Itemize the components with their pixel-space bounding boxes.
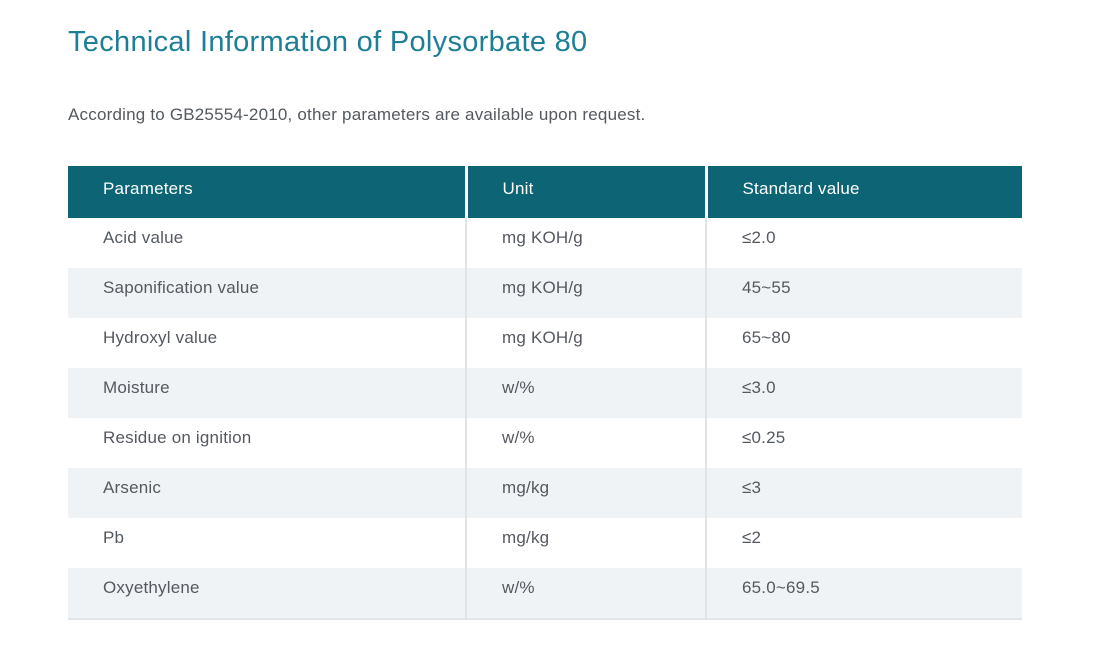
- cell-parameter: Hydroxyl value: [68, 317, 467, 368]
- cell-parameter: Pb: [68, 517, 467, 568]
- cell-unit: mg/kg: [466, 467, 707, 518]
- cell-standard-value: 65~80: [742, 327, 791, 347]
- table-row: Moisture w/% ≤3.0: [68, 367, 1022, 418]
- page-subtitle: According to GB25554-2010, other paramet…: [68, 105, 646, 125]
- technical-spec-table: Parameters Unit Standard value Acid valu…: [68, 165, 1022, 620]
- cell-parameter: Saponification value: [68, 267, 467, 318]
- table-row: Arsenic mg/kg ≤3: [68, 467, 1022, 518]
- table-row: Residue on ignition w/% ≤0.25: [68, 417, 1022, 468]
- table-row: Oxyethylene w/% 65.0~69.5: [68, 567, 1022, 619]
- cell-standard-value: ≤2.0: [742, 227, 776, 247]
- cell-unit: mg/kg: [466, 517, 707, 568]
- table-header-row: Parameters Unit Standard value: [68, 165, 1022, 218]
- cell-standard-value: 65.0~69.5: [742, 577, 820, 597]
- cell-unit: mg KOH/g: [466, 317, 707, 368]
- cell-standard-value: ≤0.25: [742, 427, 786, 447]
- cell-unit: w/%: [466, 417, 707, 468]
- table-row: Acid value mg KOH/g ≤2.0: [68, 217, 1022, 268]
- cell-parameter: Arsenic: [68, 467, 467, 518]
- cell-parameter: Acid value: [68, 217, 467, 268]
- cell-parameter: Oxyethylene: [68, 567, 467, 619]
- page-title: Technical Information of Polysorbate 80: [68, 26, 588, 58]
- cell-unit: mg KOH/g: [466, 217, 707, 268]
- cell-standard-value: 45~55: [742, 277, 791, 297]
- column-header-parameters: Parameters: [68, 165, 468, 218]
- cell-unit: mg KOH/g: [466, 267, 707, 318]
- cell-unit: w/%: [466, 367, 707, 418]
- table-row: Pb mg/kg ≤2: [68, 517, 1022, 568]
- table-body: Acid value mg KOH/g ≤2.0 Saponification …: [68, 217, 1022, 619]
- column-header-standard-value: Standard value: [706, 165, 1022, 218]
- cell-standard-value: ≤3: [742, 477, 762, 497]
- table-row: Saponification value mg KOH/g 45~55: [68, 267, 1022, 318]
- page-content: Technical Information of Polysorbate 80 …: [68, 26, 1022, 620]
- cell-unit: w/%: [466, 567, 707, 619]
- cell-standard-value: ≤2: [742, 527, 762, 547]
- table-row: Hydroxyl value mg KOH/g 65~80: [68, 317, 1022, 368]
- column-header-unit: Unit: [466, 165, 708, 218]
- cell-parameter: Residue on ignition: [68, 417, 467, 468]
- table-header: Parameters Unit Standard value: [68, 165, 1022, 218]
- cell-standard-value: ≤3.0: [742, 377, 776, 397]
- cell-parameter: Moisture: [68, 367, 467, 418]
